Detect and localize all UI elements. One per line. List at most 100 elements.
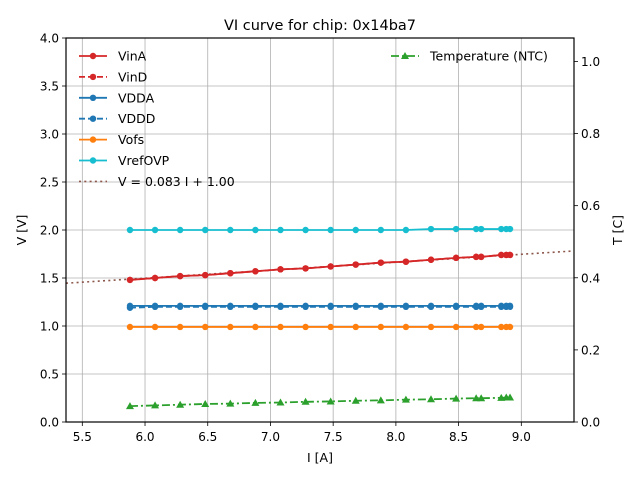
data-point [302,302,309,310]
data-point [376,396,385,404]
data-point [477,302,485,310]
legend-right: Temperature (NTC) [391,49,548,64]
data-point [452,323,460,331]
legend-entry: VrefOVP [79,153,170,168]
y2-tick-label: 0.8 [581,127,600,141]
data-point [227,323,234,331]
data-point [302,323,309,331]
data-point [352,261,359,268]
legend-entry: V = 0.083 I + 1.00 [79,174,235,189]
legend-left: VinA VinD VDDA VDDD Vofs VrefOVP V = 0.083 I +… [79,49,235,189]
data-point [176,400,185,408]
data-point [506,302,514,310]
data-point [252,226,259,234]
data-point [151,226,159,234]
y2-tick-label: 1.0 [581,55,600,69]
data-point [377,323,385,331]
data-point [151,401,160,409]
legend-label: VinA [118,49,147,64]
data-point [227,270,234,277]
data-point [472,253,480,261]
data-point [252,302,259,310]
data-point [427,395,436,403]
legend-label: VrefOVP [118,153,170,168]
data-point [301,397,310,405]
data-point [202,323,209,331]
data-point [277,226,284,234]
y-tick-label: 4.0 [40,32,59,46]
data-point [276,398,285,406]
data-point [377,226,385,234]
y-tick-label: 0.0 [40,416,59,430]
legend-entry: VDDA [79,90,155,105]
data-point [498,323,505,331]
y-tick-label: 3.5 [40,80,59,94]
y2-tick-label: 0.0 [581,416,600,430]
data-point [327,323,334,331]
x-tick-label: 5.5 [73,430,92,444]
data-point [327,263,334,270]
data-point [252,323,259,331]
data-point [277,323,284,331]
data-point [506,225,514,233]
x-tick-label: 6.0 [135,430,154,444]
legend-label: VDDD [118,111,155,126]
data-point [176,272,184,280]
data-point [351,396,360,404]
data-point [452,254,460,262]
data-point [401,395,410,403]
legend-label: Temperature (NTC) [429,49,548,64]
data-point [176,302,184,310]
y-axis-label: V [V] [14,215,29,246]
chart-title: VI curve for chip: 0x14ba7 [224,18,416,34]
data-point [326,397,335,405]
data-point [126,226,134,234]
data-point [151,323,159,331]
data-point [477,394,486,402]
legend-marker [89,52,97,60]
data-point [126,302,134,310]
data-point [427,225,435,233]
legend-marker [89,115,97,122]
series-vina [126,251,514,284]
data-point [202,226,209,234]
x-tick-label: 8.5 [449,430,468,444]
x-axis-ticks: 5.5 6.0 6.5 7.0 7.5 8.0 8.5 9.0 [73,422,531,444]
x-tick-label: 7.5 [324,430,343,444]
legend-entry: VDDD [79,111,155,126]
y2-tick-label: 0.6 [581,199,600,213]
data-point [506,393,515,401]
y2-axis-ticks: 0.0 0.2 0.4 0.6 0.8 1.0 [574,55,600,430]
data-point [176,226,184,234]
data-point [327,226,334,234]
data-point [151,302,159,310]
y-tick-label: 0.5 [40,368,59,382]
data-point [277,302,284,310]
data-point [352,302,359,310]
data-point [498,225,505,233]
legend-label: Vofs [118,132,144,147]
data-point [176,323,184,331]
data-point [227,302,234,310]
data-point [402,323,410,331]
series-vofs [126,323,514,331]
data-point [427,256,435,263]
legend-label: V = 0.083 I + 1.00 [118,174,235,189]
series-layer [65,225,575,410]
data-point [402,226,410,234]
data-point [202,271,209,279]
legend-label: VinD [118,69,147,84]
y-tick-label: 1.5 [40,272,59,286]
data-point [498,302,505,310]
y-tick-label: 1.0 [40,320,59,334]
data-point [201,399,210,407]
data-point [226,399,235,407]
data-point [125,402,134,410]
series-vrefovp [126,225,514,234]
legend-entry: Vofs [79,132,144,147]
data-point [427,302,435,310]
data-point [377,259,385,266]
y2-tick-label: 0.4 [581,271,600,285]
